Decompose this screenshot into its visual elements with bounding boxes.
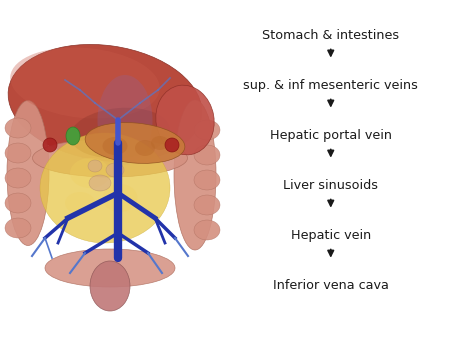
Text: Liver sinusoids: Liver sinusoids <box>283 179 378 192</box>
Text: Stomach & intestines: Stomach & intestines <box>262 29 399 42</box>
Ellipse shape <box>85 123 185 163</box>
Ellipse shape <box>106 163 124 177</box>
Ellipse shape <box>7 100 49 245</box>
Ellipse shape <box>5 168 31 188</box>
Circle shape <box>165 138 179 152</box>
Ellipse shape <box>98 75 153 165</box>
Ellipse shape <box>103 137 127 155</box>
Circle shape <box>43 138 57 152</box>
Ellipse shape <box>5 143 31 163</box>
Text: Inferior vena cava: Inferior vena cava <box>273 279 389 292</box>
Ellipse shape <box>65 192 95 214</box>
Ellipse shape <box>40 133 170 243</box>
Ellipse shape <box>10 48 160 119</box>
Ellipse shape <box>5 118 31 138</box>
Ellipse shape <box>174 100 216 250</box>
Ellipse shape <box>194 170 220 190</box>
Text: Hepatic portal vein: Hepatic portal vein <box>270 129 392 142</box>
Text: Hepatic vein: Hepatic vein <box>291 229 371 242</box>
Ellipse shape <box>66 127 80 145</box>
Ellipse shape <box>135 140 155 156</box>
Ellipse shape <box>5 193 31 213</box>
Ellipse shape <box>32 139 188 177</box>
Ellipse shape <box>8 45 202 162</box>
Ellipse shape <box>151 136 169 150</box>
Ellipse shape <box>89 175 111 191</box>
Text: sup. & inf mesenteric veins: sup. & inf mesenteric veins <box>243 79 418 92</box>
Ellipse shape <box>194 220 220 240</box>
Ellipse shape <box>5 218 31 238</box>
Ellipse shape <box>90 261 130 311</box>
Ellipse shape <box>88 160 102 172</box>
Ellipse shape <box>45 249 175 287</box>
Ellipse shape <box>194 120 220 140</box>
Ellipse shape <box>156 85 214 155</box>
Ellipse shape <box>70 158 110 188</box>
Ellipse shape <box>194 195 220 215</box>
Ellipse shape <box>70 108 170 158</box>
Ellipse shape <box>103 184 138 212</box>
Ellipse shape <box>194 145 220 165</box>
